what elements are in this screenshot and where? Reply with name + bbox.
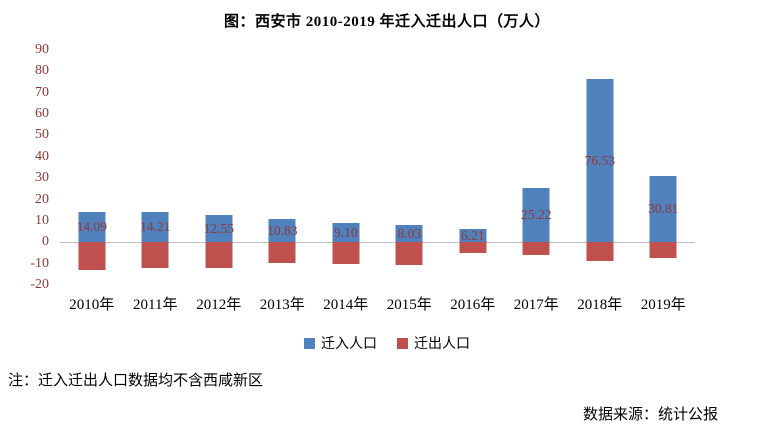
zero-baseline [60, 242, 695, 244]
legend-label-in: 迁入人口 [321, 337, 377, 352]
bar-migration-out [205, 242, 233, 268]
y-axis-tick: 70 [35, 84, 49, 100]
bar-migration-in [332, 222, 360, 243]
bar-value-label: 25.22 [521, 207, 552, 223]
y-axis-tick: 80 [35, 63, 49, 79]
bar-value-label: 8.03 [397, 225, 422, 241]
bar-group: 76.53 [568, 50, 632, 285]
bar-group: 8.03 [378, 50, 442, 285]
x-axis: 2010年 2011年 2012年 2013年 2014年 2015年 2016年 2017年… [60, 293, 695, 313]
y-axis-tick: 50 [35, 127, 49, 143]
x-axis-label: 2017年 [513, 297, 559, 313]
bar-group: 25.22 [505, 50, 569, 285]
bar-migration-in [141, 211, 169, 243]
bar-migration-out [78, 242, 106, 271]
y-axis-tick: 40 [35, 148, 49, 164]
legend-item-migration-out: 迁出人口 [397, 333, 470, 353]
bar-migration-out [459, 242, 487, 253]
x-axis-label: 2012年 [196, 297, 242, 313]
bar-migration-in [395, 225, 423, 243]
bar-group: 14.09 [60, 50, 124, 285]
bar-migration-in [459, 229, 487, 243]
bar-migration-out [141, 242, 169, 268]
bar-migration-in [522, 188, 550, 243]
bar-migration-out [586, 242, 614, 262]
y-axis-tick: 10 [35, 212, 49, 228]
x-axis-label: 2013年 [259, 297, 305, 313]
bar-migration-out [522, 242, 550, 256]
plot-canvas: 14.09 14.21 12.55 10.83 9.10 8.03 6.21 25.22 76.… [60, 50, 695, 285]
legend-item-migration-in: 迁入人口 [304, 333, 377, 353]
bar-group: 30.81 [632, 50, 696, 285]
bar-value-label: 12.55 [203, 220, 234, 236]
bar-migration-out [332, 242, 360, 264]
y-axis-tick: 90 [35, 42, 49, 57]
bar-migration-in [649, 176, 677, 243]
bar-migration-in [586, 78, 614, 243]
y-axis: 90 80 70 60 50 40 30 20 10 0 -10 -20 [15, 42, 55, 292]
bar-migration-out [649, 242, 677, 259]
x-axis-label: 2016年 [450, 297, 496, 313]
y-axis-tick: -10 [30, 255, 49, 271]
bar-group: 6.21 [441, 50, 505, 285]
bar-migration-in [205, 215, 233, 243]
y-axis-tick: 20 [35, 191, 49, 207]
plot-area: 90 80 70 60 50 40 30 20 10 0 -10 -20 14.09 14.21 12.5… [15, 42, 705, 292]
x-axis-label: 2018年 [577, 297, 623, 313]
legend-swatch-out [397, 337, 408, 349]
bar-value-label: 9.10 [333, 224, 358, 240]
bar-migration-in [268, 219, 296, 243]
y-axis-tick: 0 [42, 234, 49, 250]
bar-group: 9.10 [314, 50, 378, 285]
bar-migration-out [268, 242, 296, 263]
x-axis-label: 2010年 [69, 297, 115, 313]
bar-value-label: 14.09 [76, 219, 107, 235]
bar-group: 14.21 [124, 50, 188, 285]
x-axis-label: 2015年 [386, 297, 432, 313]
bar-group: 12.55 [187, 50, 251, 285]
bar-migration-out [395, 242, 423, 265]
chart-title: 图：西安市 2010-2019 年迁入迁出人口（万人） [224, 14, 550, 30]
legend-swatch-in [304, 337, 315, 349]
bar-value-label: 14.21 [140, 219, 171, 235]
bar-value-label: 6.21 [460, 227, 485, 243]
bar-value-label: 30.81 [648, 201, 679, 217]
legend-label-out: 迁出人口 [414, 337, 470, 352]
bar-group: 10.83 [251, 50, 315, 285]
footnote: 注：迁入迁出人口数据均不含西咸新区 [8, 373, 264, 389]
chart-legend: 迁入人口 迁出人口 [0, 333, 774, 353]
x-axis-label: 2014年 [323, 297, 369, 313]
x-axis-label: 2019年 [640, 297, 686, 313]
y-axis-tick: 60 [35, 106, 49, 122]
x-axis-label: 2011年 [133, 297, 178, 313]
bar-value-label: 76.53 [584, 152, 615, 168]
y-axis-tick: -20 [30, 277, 49, 292]
y-axis-tick: 30 [35, 170, 49, 186]
bar-migration-in [78, 212, 106, 243]
data-source: 数据来源：统计公报 [582, 407, 718, 423]
bar-value-label: 10.83 [267, 222, 298, 238]
